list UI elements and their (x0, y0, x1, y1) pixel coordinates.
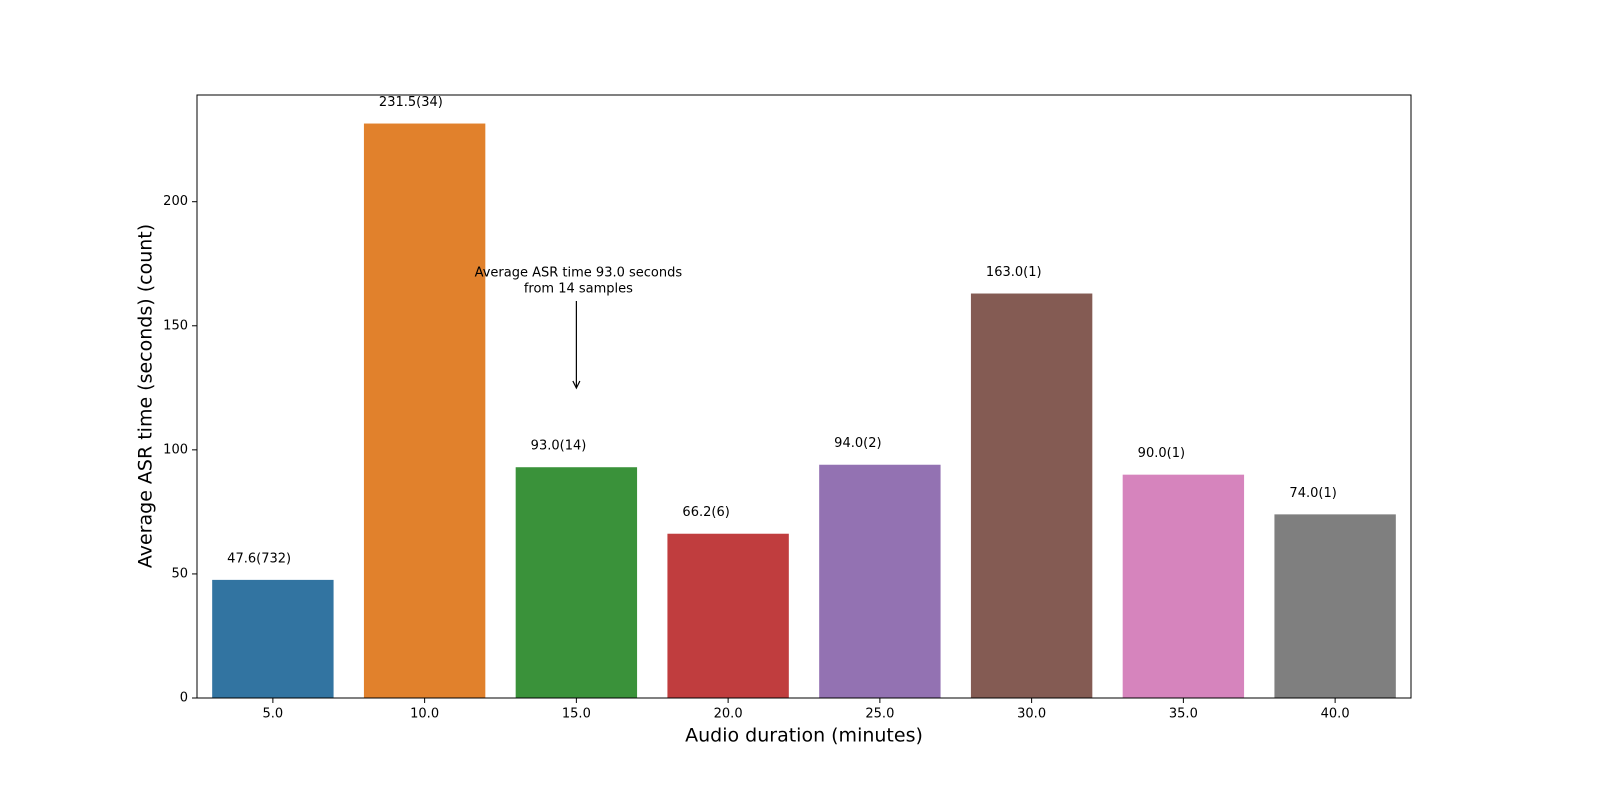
x-axis-title: Audio duration (minutes) (685, 725, 923, 747)
annotation: Average ASR time 93.0 seconds (475, 266, 683, 281)
value-label: 74.0(1) (1289, 486, 1336, 501)
bar (819, 464, 941, 698)
bar (515, 467, 638, 698)
y-axis-title: Average ASR time (seconds) (count) (135, 224, 157, 568)
y-tick-label: 50 (171, 566, 188, 581)
value-label: 163.0(1) (986, 265, 1042, 280)
bar (970, 293, 1093, 698)
y-tick-label: 150 (163, 318, 188, 333)
x-tick-label: 5.0 (263, 707, 284, 722)
x-tick-label: 25.0 (865, 707, 894, 722)
x-tick-label: 20.0 (714, 707, 743, 722)
x-tick-label: 15.0 (562, 707, 591, 722)
value-label: 90.0(1) (1138, 446, 1185, 461)
y-tick-label: 0 (180, 691, 188, 706)
x-tick-label: 35.0 (1169, 707, 1198, 722)
bar (1274, 514, 1396, 698)
annotation: from 14 samples (524, 282, 633, 297)
x-tick-label: 30.0 (1017, 707, 1046, 722)
value-label: 231.5(34) (379, 95, 443, 110)
value-label: 93.0(14) (531, 439, 587, 454)
bar (363, 123, 486, 698)
value-label: 66.2(6) (682, 505, 729, 520)
y-tick-label: 100 (163, 442, 188, 457)
bar (212, 579, 334, 698)
plot-frame (196, 94, 1412, 699)
value-label: 94.0(2) (834, 436, 881, 451)
x-tick-label: 10.0 (410, 707, 439, 722)
bar (1122, 474, 1245, 698)
bar (667, 533, 789, 698)
value-label: 47.6(732) (227, 551, 291, 566)
annotation-arrowhead (572, 380, 581, 390)
x-tick-label: 40.0 (1321, 707, 1350, 722)
y-tick-label: 200 (163, 194, 188, 209)
